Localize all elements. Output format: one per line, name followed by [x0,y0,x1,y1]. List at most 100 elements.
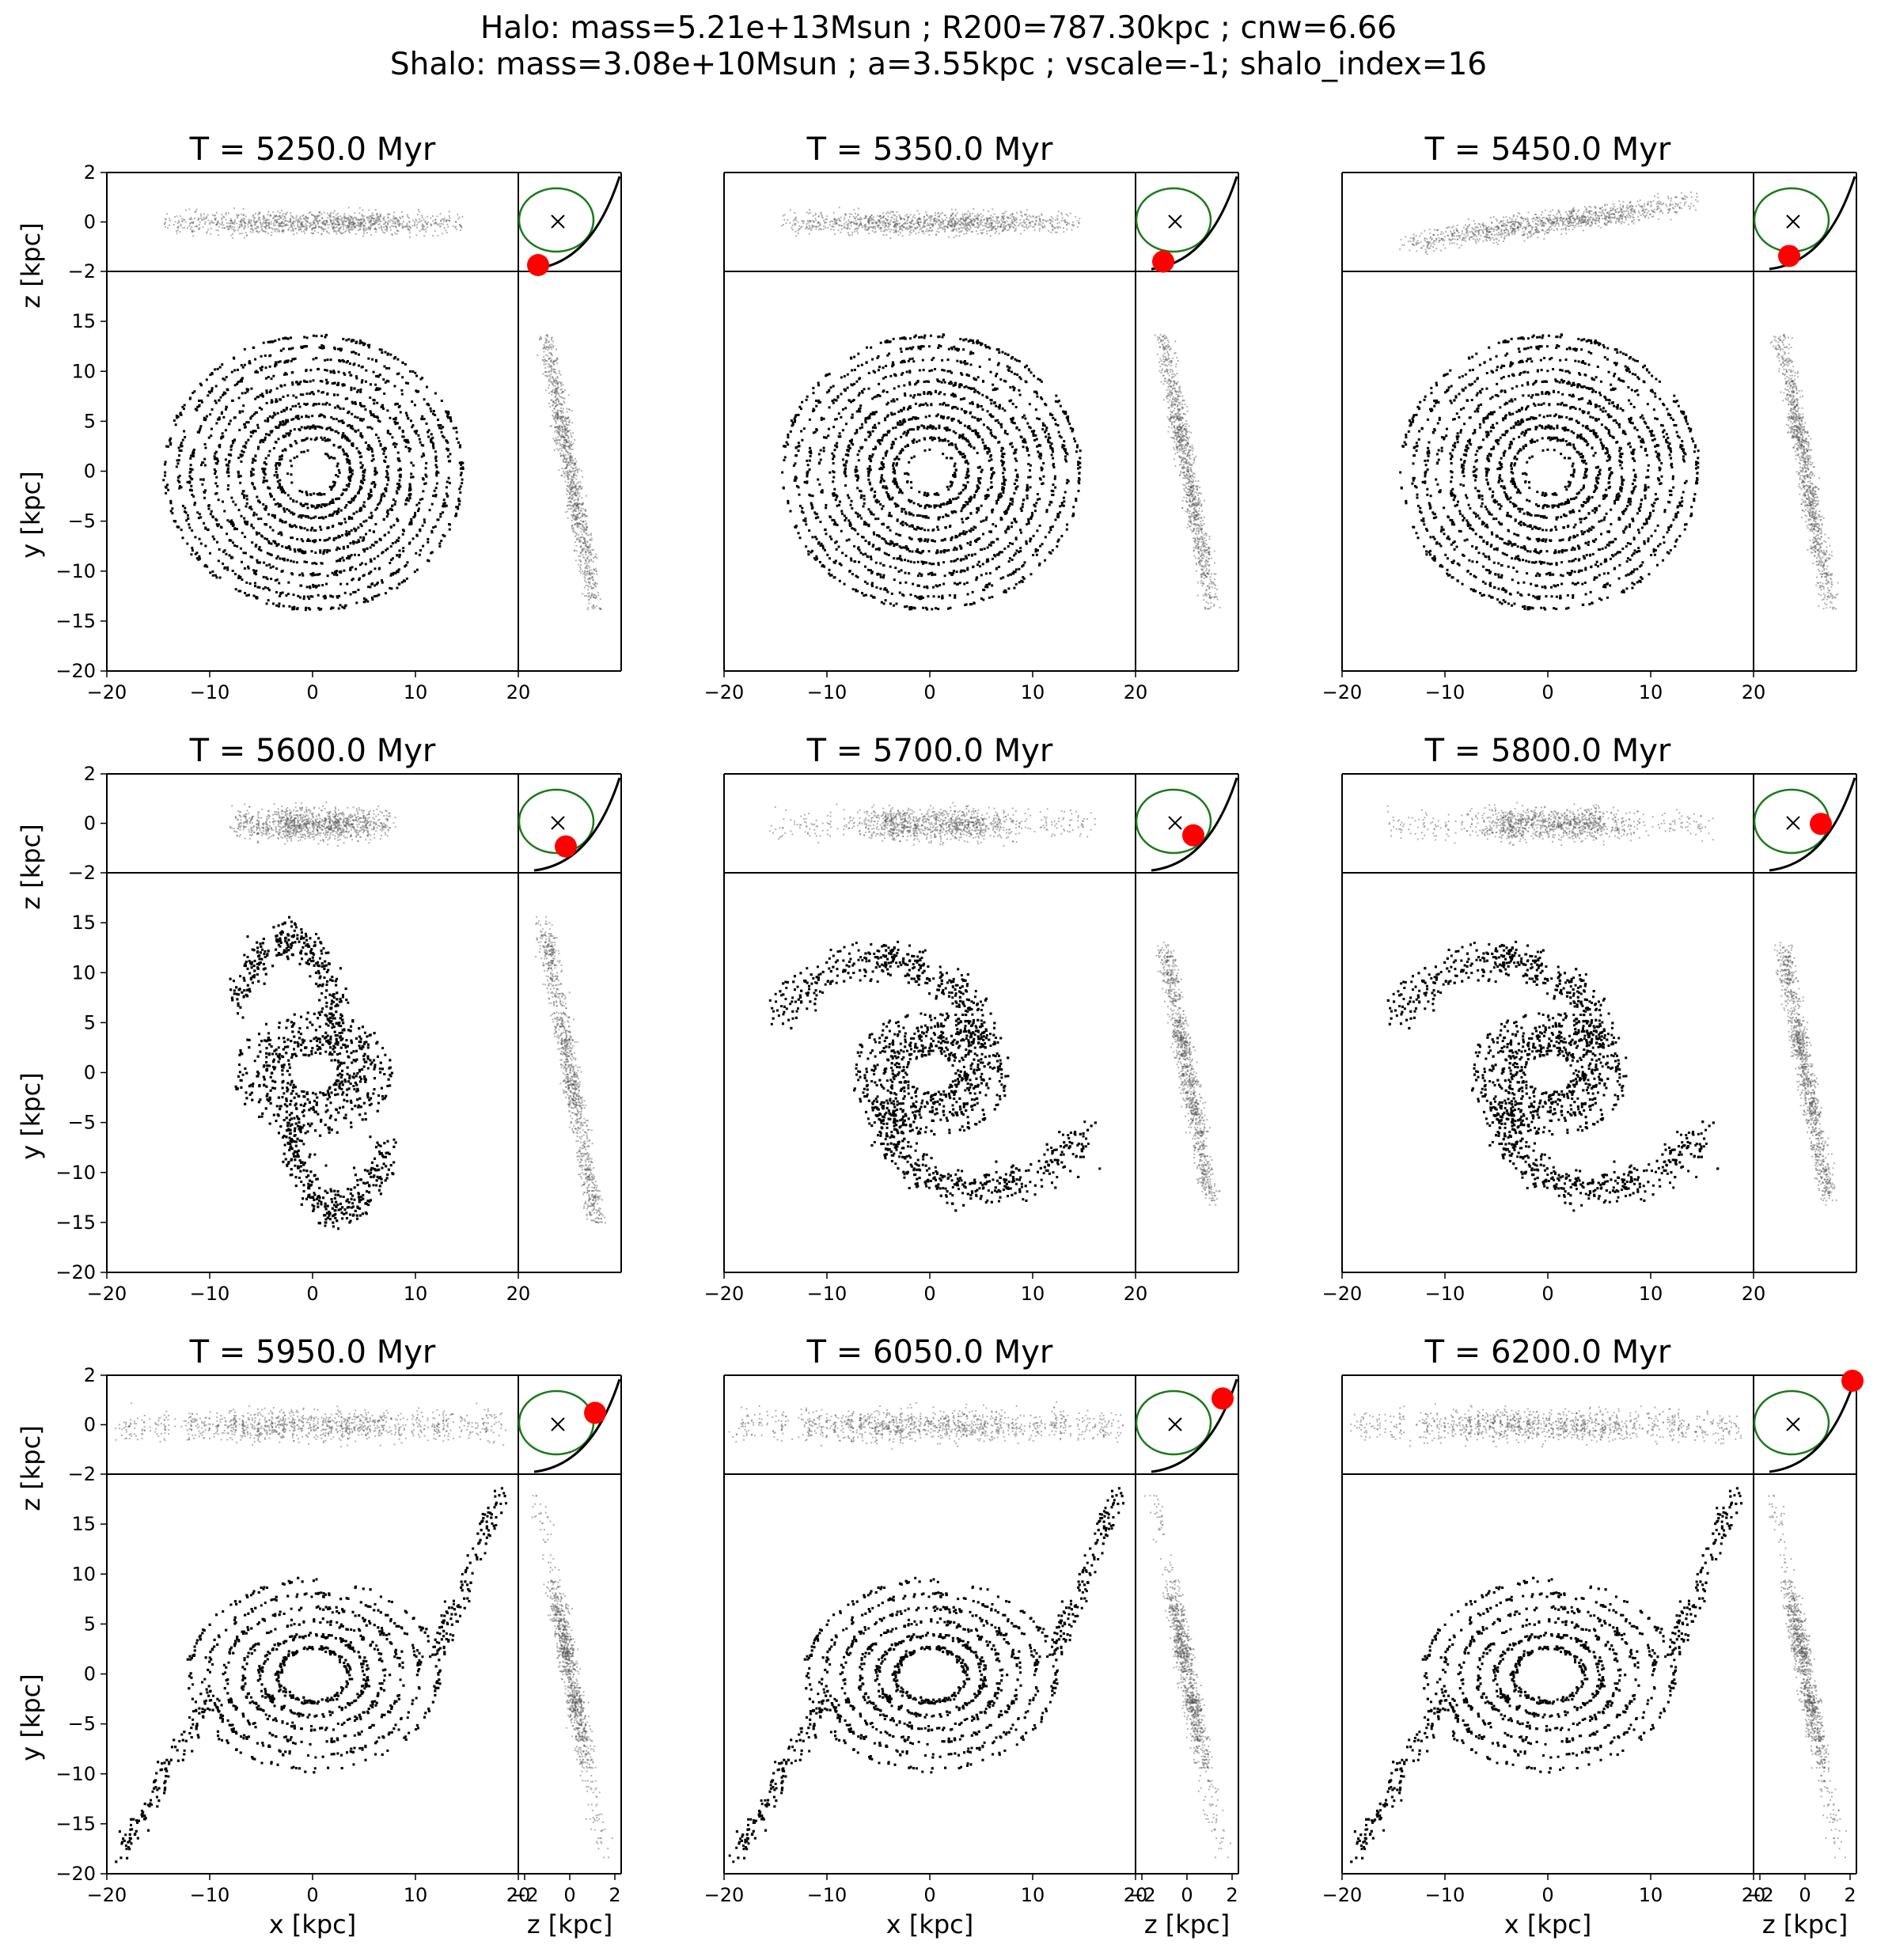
side-particle-point [229,222,232,225]
particle-point [415,390,419,393]
side-particle-point [295,227,298,229]
particle-point [354,415,357,419]
side-particle-point [560,407,563,409]
particle-point [383,365,386,368]
side-particle-point [314,224,317,226]
particle-point [280,491,283,494]
side-particle-point [411,225,414,227]
particle-point [349,468,352,471]
particle-point [204,544,207,548]
particle-point [389,586,392,590]
particle-point [318,538,321,541]
side-particle-point [231,226,233,228]
particle-point [215,491,218,495]
side-particle-point [581,533,583,536]
side-particle-point [374,218,376,220]
side-particle-point [405,226,408,228]
side-particle-point [411,219,414,222]
particle-point [379,498,382,501]
particle-point [176,459,179,462]
side-particle-point [191,226,193,229]
side-particle-point [368,217,370,219]
particle-point [242,450,245,453]
side-particle-point [377,220,379,222]
particle-point [355,567,358,571]
particle-point [390,559,393,562]
side-particle-point [267,222,269,224]
particle-point [1032,434,1035,437]
side-particle-point [339,223,341,226]
side-particle-point [415,218,417,221]
side-particle-point [239,220,241,222]
side-particle-point [242,208,245,210]
side-particle-point [300,229,302,231]
particle-point [337,406,340,409]
halo-center-marker [551,214,565,229]
particle-point [271,430,274,433]
side-particle-point [216,223,218,226]
particle-point [355,528,358,531]
side-particle-point [333,210,336,212]
side-particle-point [368,221,370,223]
particle-point [461,467,465,470]
side-particle-point [394,217,396,219]
particle-point [461,482,464,485]
particle-point [241,453,244,457]
particle-point [422,544,425,548]
side-particle-point [365,222,367,225]
side-particle-point [331,222,333,225]
side-particle-point [574,462,577,464]
particle-point [252,431,255,434]
side-particle-point [267,218,269,221]
particle-point [299,514,302,517]
side-particle-point [207,219,210,222]
side-particle-point [571,476,573,478]
particle-point [337,370,340,373]
particle-point [191,493,194,496]
side-particle-point [229,225,232,227]
side-particle-point [233,226,236,229]
particle-point [269,354,272,357]
particle-point [404,445,408,449]
particle-point [209,413,212,416]
side-particle-point [556,376,559,378]
particle-point [458,445,461,449]
particle-point [312,334,315,337]
side-particle-point [572,527,574,529]
particle-point [270,553,273,556]
particle-point [306,449,309,452]
side-particle-point [281,210,283,212]
side-particle-point [572,496,574,499]
side-particle-point [543,344,545,347]
side-particle-point [358,228,361,230]
side-particle-point [375,219,377,222]
particle-point [1003,467,1006,470]
particle-point [348,439,351,442]
particle-point [432,412,435,415]
particle-point [279,349,282,352]
side-particle-point [370,225,373,227]
particle-point [362,478,366,481]
side-particle-point [597,592,599,594]
side-particle-point [554,371,556,373]
side-particle-point [318,211,320,214]
side-particle-point [563,439,566,442]
side-particle-point [350,217,352,219]
side-particle-point [571,516,574,518]
side-particle-point [332,227,334,229]
side-particle-point [596,573,598,575]
side-particle-point [311,214,313,216]
side-particle-point [425,230,427,233]
side-particle-point [362,209,364,211]
side-particle-point [343,223,345,226]
particle-point [1011,370,1014,373]
particle-point [309,425,313,428]
side-particle-point [416,214,419,216]
particle-point [375,374,378,377]
particle-point [305,606,308,609]
particle-point [397,372,400,375]
particle-point [234,588,237,591]
side-particle-point [574,503,576,506]
particle-point [290,418,294,421]
side-particle-point [366,217,369,219]
